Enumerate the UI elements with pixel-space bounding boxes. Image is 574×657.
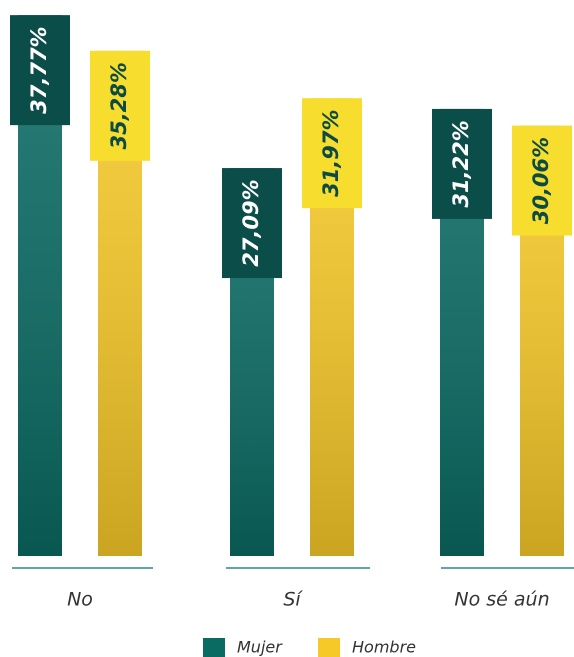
value-box (432, 108, 492, 219)
value-box (302, 98, 362, 209)
category-label: No sé aún (454, 589, 549, 611)
legend-swatch (318, 638, 340, 657)
value-label: 37,77% (27, 26, 51, 113)
value-label: 31,22% (449, 120, 473, 207)
value-label: 27,09% (239, 179, 263, 266)
category-label: Sí (283, 589, 303, 611)
bar-group: 37,77% (10, 15, 70, 556)
value-box (90, 50, 150, 161)
value-box (222, 168, 282, 279)
bar-group: 27,09% (222, 168, 282, 556)
legend-label: Hombre (352, 638, 416, 657)
value-label: 31,97% (319, 109, 343, 196)
bar-group: 35,28% (90, 50, 150, 556)
bar-group: 31,97% (302, 98, 362, 556)
value-box (10, 15, 70, 126)
category-label: No (67, 589, 93, 611)
legend-label: Mujer (237, 638, 283, 657)
value-label: 30,06% (529, 137, 553, 224)
value-box (512, 125, 572, 236)
value-label: 35,28% (107, 62, 131, 149)
bar-group: 30,06% (512, 125, 572, 556)
legend-swatch (203, 638, 225, 657)
bar-group: 31,22% (432, 108, 492, 557)
